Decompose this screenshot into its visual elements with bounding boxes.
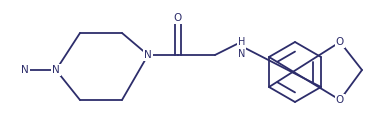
Text: N: N — [144, 50, 152, 60]
Text: O: O — [336, 95, 344, 105]
Text: O: O — [336, 37, 344, 47]
Text: O: O — [174, 13, 182, 23]
Text: N: N — [52, 65, 60, 75]
Text: N: N — [21, 65, 29, 75]
Text: H
N: H N — [238, 37, 245, 59]
